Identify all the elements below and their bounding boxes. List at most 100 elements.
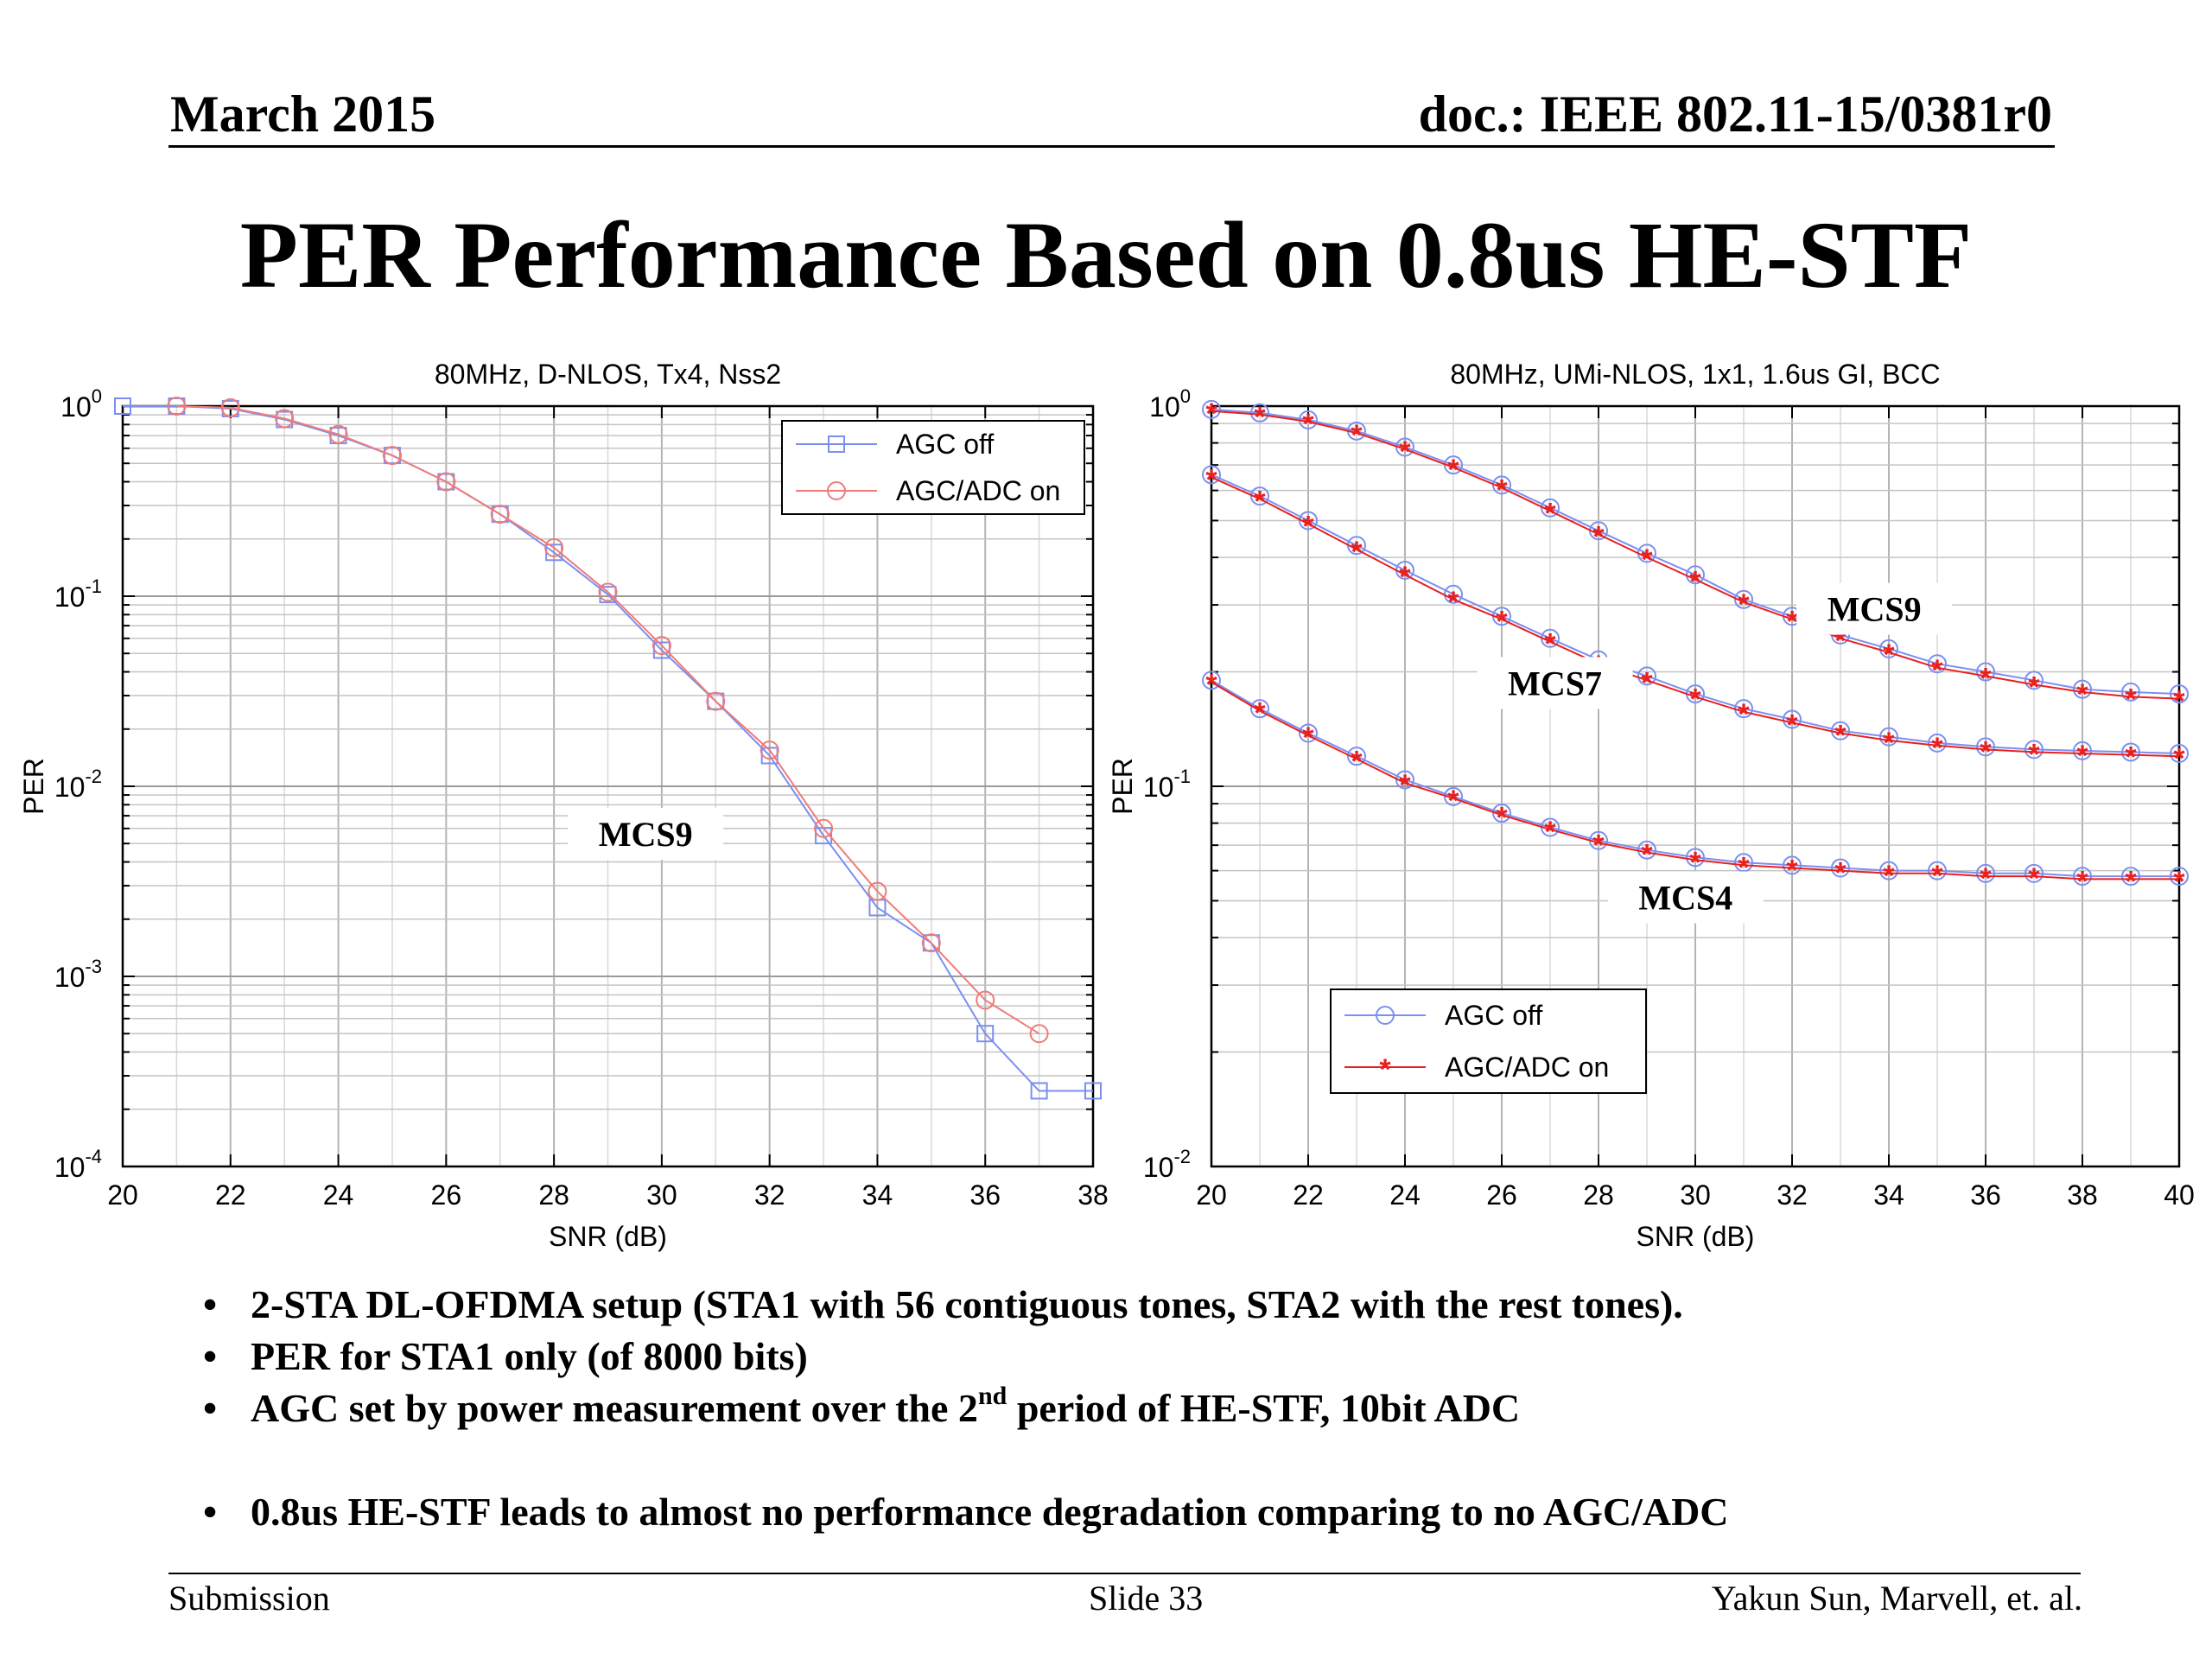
data-point: * <box>2125 683 2137 715</box>
data-point: * <box>1254 697 1266 730</box>
data-point <box>976 990 995 1010</box>
data-point <box>1444 786 1463 806</box>
x-tick-label: 22 <box>1293 1179 1324 1211</box>
y-tick-label: 10-4 <box>54 1146 102 1183</box>
data-point <box>1783 855 1802 875</box>
x-tick-label: 26 <box>431 1179 462 1211</box>
data-point <box>1879 861 1898 880</box>
data-point: * <box>1254 485 1266 518</box>
data-point: * <box>1447 785 1459 817</box>
data-point: * <box>2076 865 2088 898</box>
data-point: * <box>1883 727 1895 760</box>
annotation-label: MCS7 <box>1508 664 1602 702</box>
data-point: * <box>1447 454 1459 486</box>
data-point <box>328 424 348 444</box>
x-tick-label: 32 <box>754 1179 785 1211</box>
data-point: * <box>1883 860 1895 893</box>
data-point: * <box>1786 854 1798 887</box>
data-point: * <box>1302 510 1314 543</box>
annotation-label: MCS9 <box>599 815 693 854</box>
annotation-bg <box>1796 582 1953 635</box>
data-point <box>598 582 618 602</box>
data-point: * <box>1641 543 1653 576</box>
data-point: * <box>1931 732 1943 765</box>
data-point <box>2121 682 2140 702</box>
annotation-bg <box>1477 657 1633 709</box>
data-point: * <box>1834 857 1847 890</box>
x-tick-label: 20 <box>1196 1179 1227 1211</box>
data-point: * <box>1931 860 1943 893</box>
x-tick-label: 32 <box>1777 1179 1808 1211</box>
legend: AGC off AGC/ADC on <box>781 420 1085 515</box>
series-path <box>1211 408 2180 696</box>
data-point <box>828 435 845 453</box>
data-point <box>2073 741 2092 760</box>
data-point: * <box>1689 846 1701 879</box>
data-point <box>2024 863 2044 883</box>
data-point: * <box>2076 678 2088 711</box>
chart-1: 20 22 24 26 28 30 32 34 36 38 100 10-1 10-2 10-3 10-4 8… <box>18 359 1109 1252</box>
data-point <box>1879 727 1898 747</box>
data-point <box>544 537 564 557</box>
data-point <box>1376 1006 1395 1025</box>
y-tick-label: 100 <box>60 385 102 423</box>
data-point: * <box>1544 628 1556 661</box>
bullet-text: 2-STA DL-OFDMA setup (STA1 with 56 conti… <box>251 1282 1683 1326</box>
series-line <box>1202 671 2189 887</box>
data-point: * <box>1496 801 1508 834</box>
data-point <box>1250 403 1269 423</box>
data-point: * <box>2028 738 2040 771</box>
x-tick-label: 22 <box>215 1179 246 1211</box>
data-point <box>1928 861 1947 880</box>
data-point <box>1084 1082 1102 1100</box>
x-tick-label: 34 <box>862 1179 893 1211</box>
data-point: * <box>1738 588 1750 621</box>
data-point <box>1734 589 1753 609</box>
data-point: * <box>1592 520 1605 553</box>
data-point: * <box>1641 666 1653 699</box>
data-point: * <box>1496 474 1508 506</box>
data-point: * <box>1834 719 1847 752</box>
data-point: * <box>1302 721 1314 754</box>
data-point <box>275 409 295 429</box>
data-point: * <box>1689 683 1701 715</box>
y-tick-label: 10-2 <box>54 766 102 803</box>
data-point <box>220 397 240 417</box>
x-tick-label: 34 <box>1873 1179 1904 1211</box>
data-point <box>1928 733 1947 753</box>
data-point <box>2024 671 2044 690</box>
data-point: * <box>1980 862 1992 895</box>
data-point: * <box>1544 816 1556 849</box>
data-point <box>114 397 131 415</box>
data-point <box>2073 867 2092 887</box>
series-line: * * * * * * * * * * * * * * * * * * * * * <box>1205 463 2185 775</box>
data-point: * <box>1399 769 1411 802</box>
chart-2: 20 22 24 26 28 30 32 34 36 38 40 100 10-1 10-2 80MHz, … <box>1107 359 2195 1252</box>
footer-rule <box>168 1573 2081 1574</box>
x-tick-label: 28 <box>538 1179 569 1211</box>
x-tick-label: 20 <box>107 1179 138 1211</box>
x-tick-label: 30 <box>1680 1179 1711 1211</box>
data-point <box>1928 654 1947 674</box>
series-line <box>167 397 1049 1044</box>
data-point <box>814 818 834 838</box>
bullet-text: period of HE-STF, 10bit ADC <box>1007 1386 1521 1430</box>
data-point <box>382 446 402 466</box>
data-point <box>706 691 726 711</box>
annotation-bg <box>568 808 724 861</box>
x-tick-label: 24 <box>1389 1179 1421 1211</box>
data-point <box>652 636 671 656</box>
data-point <box>2073 679 2092 699</box>
data-point: * <box>1980 662 1992 695</box>
data-point <box>1202 399 1221 419</box>
data-point: * <box>1738 698 1750 731</box>
y-axis-label: PER <box>18 758 49 815</box>
data-point <box>1686 848 1705 868</box>
data-point <box>1976 662 1995 682</box>
header-doc-id: doc.: IEEE 802.11-15/0381r0 <box>1418 86 2052 143</box>
data-point <box>490 505 510 524</box>
data-point <box>1734 853 1753 873</box>
data-point <box>2121 867 2140 887</box>
data-point: * <box>1447 586 1459 619</box>
legend-label: AGC off <box>896 429 994 460</box>
